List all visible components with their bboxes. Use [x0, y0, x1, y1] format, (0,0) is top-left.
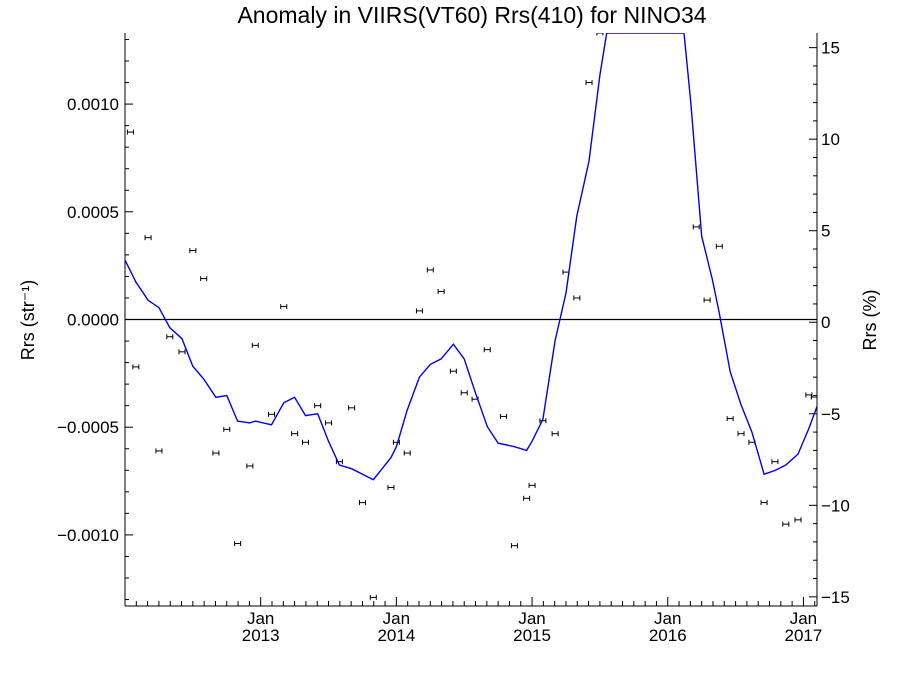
errorbar-point	[212, 450, 220, 456]
errorbar-point	[573, 295, 581, 301]
errorbar-point	[358, 500, 366, 506]
errorbar-point	[437, 288, 445, 294]
errorbar-point	[771, 459, 779, 465]
y-left-tick-label: 0.0005	[67, 203, 119, 222]
errorbar-point	[268, 411, 276, 417]
errorbar-point	[189, 248, 197, 254]
x-tick-label-year: 2016	[649, 626, 687, 645]
errorbar-point	[415, 308, 423, 314]
y-left-tick-label: −0.0010	[57, 526, 119, 545]
x-tick-label-month: Jan	[518, 609, 545, 628]
x-tick-label-month: Jan	[654, 609, 681, 628]
errorbar-point	[178, 349, 186, 355]
y-right-tick-label: 5	[821, 222, 830, 241]
y-right-tick-label: 0	[821, 313, 830, 332]
x-tick-label-month: Jan	[247, 609, 274, 628]
errorbar-point	[703, 297, 711, 303]
x-tick-label-year: 2014	[377, 626, 415, 645]
y-left-tick-label: 0.0010	[67, 95, 119, 114]
errorbar-point	[510, 543, 518, 549]
errorbar-point	[483, 347, 491, 353]
errorbar-point	[426, 267, 434, 273]
x-tick-label-year: 2017	[785, 626, 823, 645]
y-right-tick-label: 10	[821, 130, 840, 149]
errorbar-point	[715, 243, 723, 249]
errorbar-point	[523, 495, 531, 501]
errorbar-point	[449, 368, 457, 374]
y-right-tick-label: −5	[821, 405, 840, 424]
chart-title: Anomaly in VIIRS(VT60) Rrs(410) for NINO…	[237, 2, 706, 28]
errorbar-point	[760, 500, 768, 506]
errorbar-point	[155, 448, 163, 454]
errorbar-point	[551, 431, 559, 437]
errorbar-point	[528, 482, 536, 488]
errorbar-point	[234, 541, 242, 547]
errorbar-point	[403, 450, 411, 456]
errorbar-point	[810, 394, 817, 400]
errorbar-point	[794, 517, 802, 523]
y-axis-label-right: Rrs (%)	[860, 290, 880, 351]
errorbar-point	[596, 33, 604, 36]
errorbar-point	[301, 439, 309, 445]
errorbar-point	[166, 334, 174, 340]
y-right-tick-label: 15	[821, 39, 840, 58]
x-tick-label-year: 2013	[242, 626, 280, 645]
errorbar-point	[369, 594, 377, 600]
errorbar-point	[200, 276, 208, 282]
y-right-tick-label: −10	[821, 496, 850, 515]
x-tick-label-year: 2015	[513, 626, 551, 645]
errorbar-point	[126, 129, 134, 135]
errorbar-point	[726, 416, 734, 422]
errorbar-point	[132, 364, 140, 370]
errorbar-point	[325, 420, 333, 426]
errorbar-point	[737, 431, 745, 437]
errorbar-point	[246, 463, 254, 469]
errorbar-point	[782, 521, 790, 527]
y-axis-label-left: Rrs (str⁻¹)	[18, 280, 38, 360]
y-left-tick-label: 0.0000	[67, 311, 119, 330]
errorbar-point	[387, 485, 395, 491]
errorbar-point	[460, 390, 468, 396]
errorbar-point	[144, 235, 152, 241]
errorbar-point	[291, 431, 299, 437]
errorbar-point	[348, 405, 356, 411]
plot-area: 0.0010 0.0005 0.0000 −0.0005 −0.0010 15 10 5 0 −5…	[57, 33, 850, 645]
errorbar-point	[280, 304, 288, 310]
x-tick-label-month: Jan	[383, 609, 410, 628]
errorbar-point	[500, 413, 508, 419]
y-right-tick-label: −15	[821, 588, 850, 607]
errorbar-point	[314, 403, 322, 409]
errorbar-point	[585, 80, 593, 86]
errorbar-point	[223, 426, 231, 432]
errorbar-point	[692, 224, 700, 230]
y-left-tick-label: −0.0005	[57, 418, 119, 437]
errorbar-point	[251, 342, 259, 348]
x-tick-label-month: Jan	[790, 609, 817, 628]
blue-anomaly-line	[125, 33, 817, 481]
